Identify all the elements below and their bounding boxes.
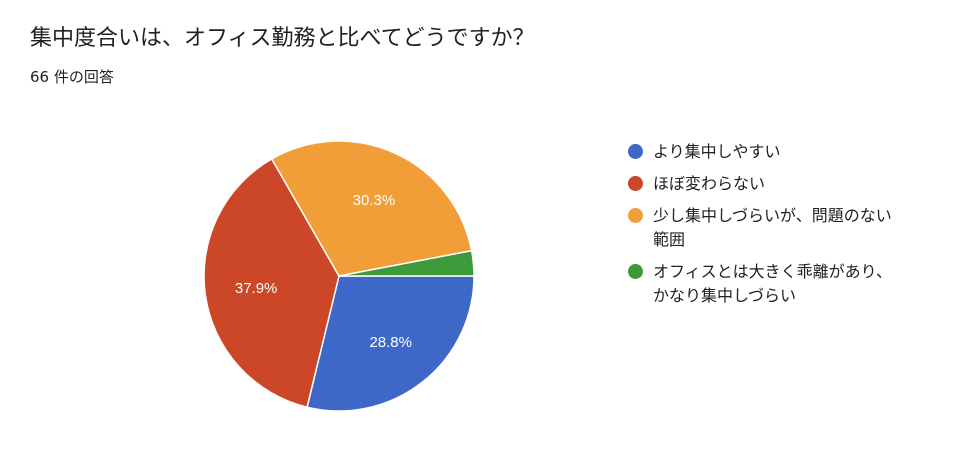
pie-slice-1[interactable] — [306, 275, 475, 412]
legend-item[interactable]: 少し集中しづらいが、問題のない範囲 — [628, 204, 928, 252]
legend-swatch — [628, 176, 643, 191]
legend-label: ほぼ変わらない — [653, 174, 766, 193]
response-count: 66 件の回答 — [30, 68, 114, 86]
legend-label: オフィスとは大きく乖離があり、かなり集中しづらい — [653, 262, 893, 305]
pie-slice-3[interactable] — [270, 140, 473, 277]
legend-item[interactable]: ほぼ変わらない — [628, 172, 928, 196]
slice-data-label-3: 30.3% — [353, 192, 396, 209]
legend-label: 少し集中しづらいが、問題のない範囲 — [653, 206, 892, 249]
chart-legend: より集中しやすい ほぼ変わらない少し集中しづらいが、問題のない範囲 オフィスとは大き… — [628, 140, 928, 316]
legend-item[interactable]: より集中しやすい — [628, 140, 928, 164]
question-title: 集中度合いは、オフィス勤務と比べてどうですか？ — [30, 26, 535, 51]
slice-data-label-1: 28.8% — [369, 334, 412, 351]
pie-slice-2[interactable] — [203, 157, 340, 409]
legend-swatch — [628, 264, 643, 279]
legend-label: より集中しやすい — [653, 142, 781, 161]
legend-item[interactable]: オフィスとは大きく乖離があり、かなり集中しづらい — [628, 260, 928, 308]
legend-swatch — [628, 144, 643, 159]
legend-swatch — [628, 208, 643, 223]
slice-data-label-2: 37.9% — [235, 280, 278, 297]
pie-slice-4[interactable] — [338, 249, 475, 277]
